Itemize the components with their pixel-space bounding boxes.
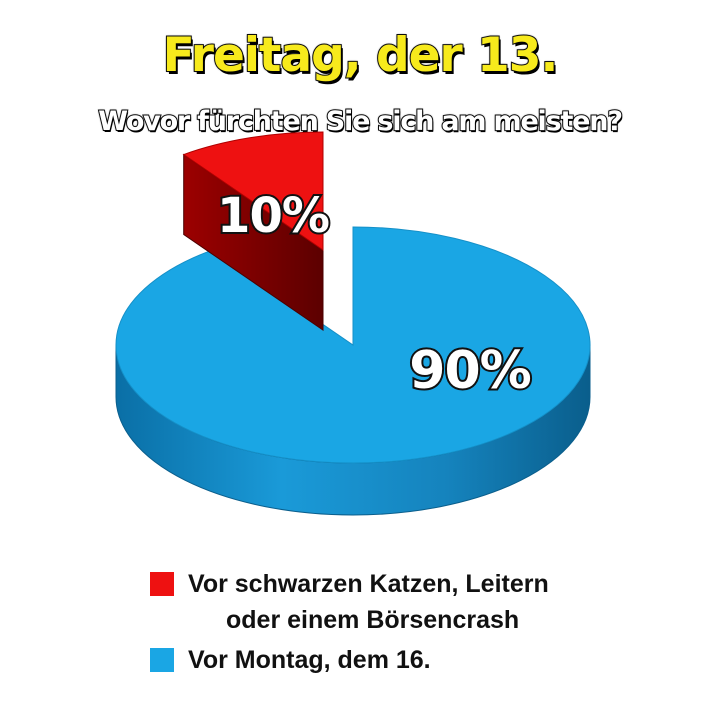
value-label-monday: 90% (409, 341, 530, 401)
chart-title: Freitag, der 13. (162, 27, 560, 84)
pie-slice-monday (115, 226, 591, 464)
legend-label-cats-line1: Vor schwarzen Katzen, Leitern (188, 570, 549, 598)
chart-legend: Vor schwarzen Katzen, Leitern oder einem… (150, 566, 630, 682)
legend-label-monday: Vor Montag, dem 16. (188, 646, 431, 674)
value-label-cats: 10% (217, 188, 329, 244)
legend-item-cats: Vor schwarzen Katzen, Leitern oder einem… (150, 566, 630, 638)
legend-swatch-red (150, 572, 174, 596)
legend-label-cats-line2: oder einem Börsencrash (226, 606, 520, 634)
legend-item-monday: Vor Montag, dem 16. (150, 642, 630, 678)
chart-subtitle: Wovor fürchten Sie sich am meisten? (97, 105, 624, 138)
pie-slice-cats (182, 131, 324, 251)
legend-swatch-blue (150, 648, 174, 672)
